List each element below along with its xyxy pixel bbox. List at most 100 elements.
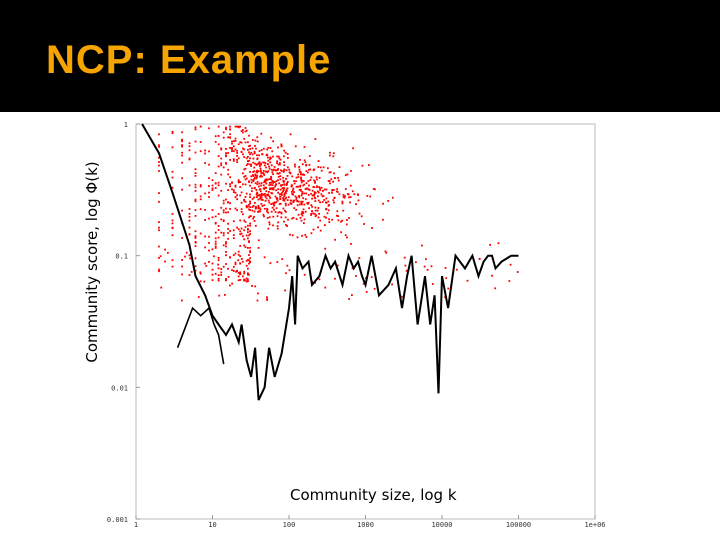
scatter-point [329,154,331,157]
scatter-point [231,140,233,143]
scatter-point [225,207,227,210]
scatter-point [236,149,238,152]
scatter-point [262,184,265,187]
scatter-point [214,141,217,143]
scatter-point [325,216,327,219]
scatter-point [282,189,285,192]
scatter-point [261,205,264,207]
scatter-point [236,155,238,157]
scatter-point [283,161,285,163]
scatter-point [229,202,231,205]
scatter-point [254,285,257,288]
scatter-point [222,234,225,237]
scatter-point [405,269,408,272]
scatter-point [259,208,262,211]
scatter-point [303,192,305,195]
scatter-point [303,222,305,224]
scatter-point [298,168,301,171]
scatter-point [225,152,227,154]
scatter-point [258,161,261,164]
scatter-point [301,200,304,203]
scatter-point [278,203,281,205]
scatter-point [313,168,316,171]
scatter-point [274,185,277,188]
scatter-point [227,237,229,240]
scatter-point [271,206,274,209]
scatter-point [204,235,206,238]
scatter-point [251,206,254,208]
scatter-point [250,165,252,167]
scatter-point [265,182,268,185]
scatter-point [247,155,249,158]
scatter-point [159,255,162,258]
scatter-point [284,151,287,154]
scatter-point [293,191,295,193]
scatter-point [382,202,384,205]
scatter-point [288,168,291,171]
scatter-point [267,211,270,214]
scatter-point [509,263,512,266]
scatter-point [214,187,217,189]
scatter-point [338,193,341,196]
scatter-point [255,206,257,209]
scatter-point [348,196,350,199]
scatter-point [220,189,223,192]
scatter-point [275,207,278,210]
scatter-point [298,196,301,199]
scatter-point [310,232,313,235]
scatter-point [222,209,225,212]
scatter-point [243,270,246,273]
scatter-point [217,184,220,187]
scatter-point [329,151,331,154]
scatter-point [328,218,330,221]
scatter-point [158,146,160,148]
scatter-point [245,177,248,180]
scatter-point [225,155,227,158]
scatter-point [194,235,197,237]
scatter-point [273,204,275,207]
scatter-point [188,145,191,148]
scatter-point [305,236,308,238]
scatter-point [225,162,227,164]
scatter-point [225,182,227,185]
scatter-point [270,136,272,139]
scatter-point [203,280,206,283]
scatter-point [295,180,297,183]
scatter-point [318,278,321,281]
scatter-point [256,183,259,186]
scatter-point [344,234,347,237]
scatter-point [260,196,263,199]
scatter-point [300,189,302,192]
scatter-point [247,228,249,231]
scatter-point [273,181,276,183]
scatter-point [236,226,238,229]
scatter-point [194,175,197,177]
scatter-point [267,146,270,149]
scatter-point [292,193,294,196]
scatter-point [277,191,279,194]
scatter-point [250,163,252,166]
scatter-point [357,199,360,202]
scatter-point [194,128,197,131]
scatter-point [158,192,160,194]
scatter-point [258,154,260,157]
scatter-point [269,262,272,265]
scatter-point [317,160,320,162]
scatter-point [287,157,289,159]
scatter-point [188,254,191,257]
scatter-point [231,269,233,271]
scatter-point [310,204,313,206]
scatter-point [336,214,338,217]
scatter-point [211,189,214,191]
scatter-point [299,171,302,173]
scatter-point [242,172,244,175]
scatter-point [232,234,235,236]
scatter-point [254,162,256,165]
scatter-point [293,207,296,209]
scatter-point [287,218,289,221]
scatter-point [340,220,342,223]
page-number: 20 [684,516,697,528]
scatter-point [260,182,263,184]
scatter-point [258,150,261,152]
scatter-point [292,189,294,192]
